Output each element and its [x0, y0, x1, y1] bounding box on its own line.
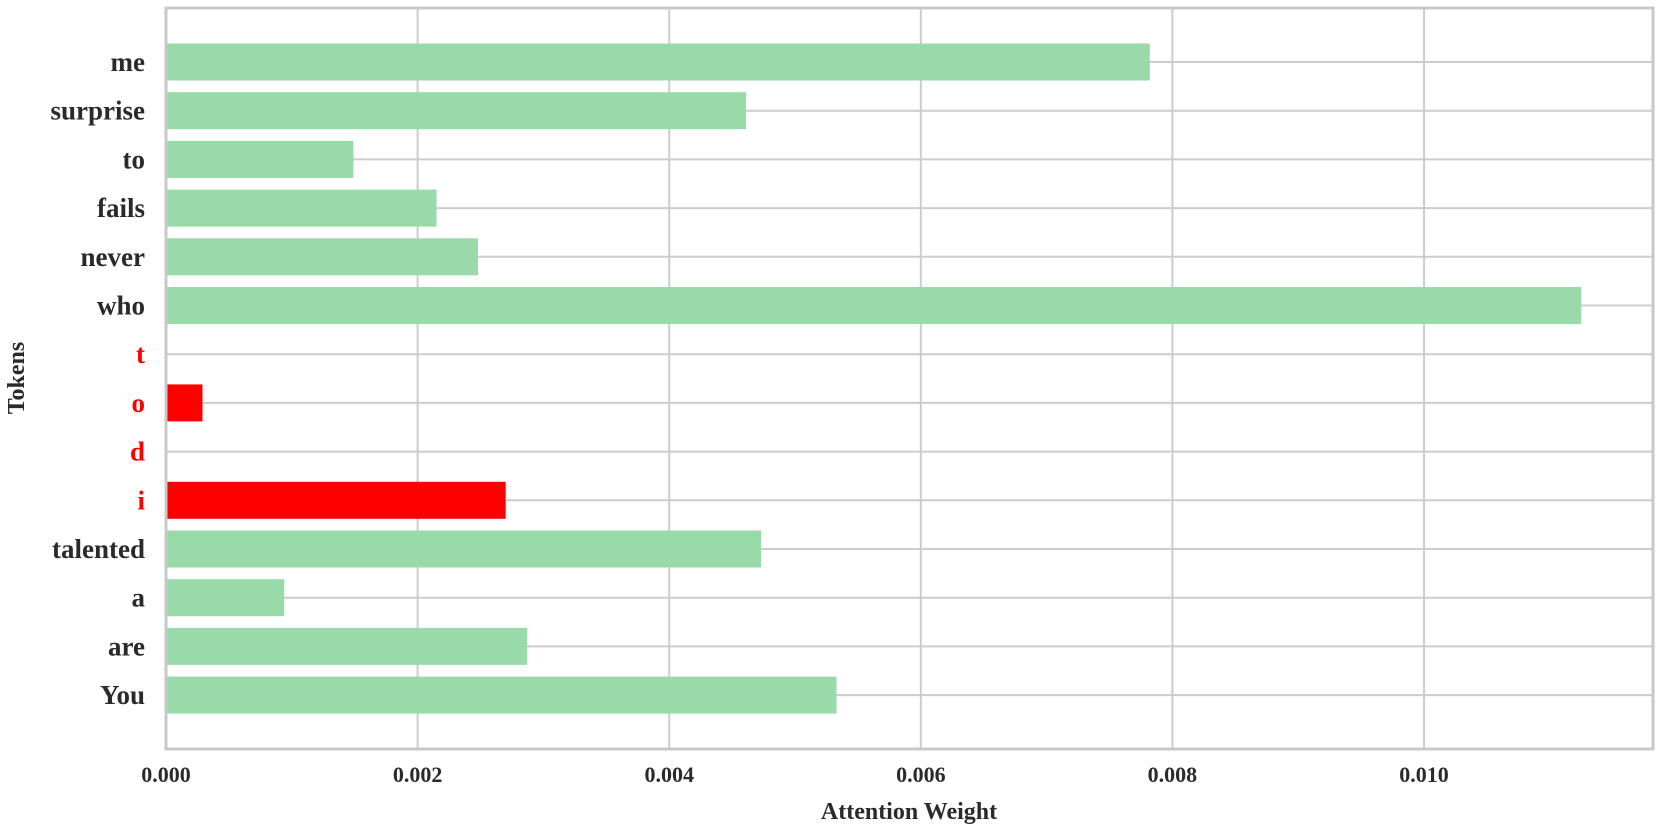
x-tick-label: 0.000 — [141, 762, 191, 787]
x-tick-label: 0.010 — [1399, 762, 1449, 787]
y-tick-label: fails — [97, 193, 145, 223]
y-tick-label: You — [100, 680, 145, 710]
bar-a — [166, 579, 285, 617]
x-tick-label: 0.008 — [1148, 762, 1198, 787]
y-tick-label: o — [132, 388, 146, 418]
bar-fails — [166, 189, 437, 227]
x-tick-label: 0.004 — [644, 762, 694, 787]
bar-are — [166, 627, 528, 665]
bar-i — [166, 481, 506, 519]
x-tick-label: 0.006 — [896, 762, 946, 787]
y-axis-label: Tokens — [4, 342, 30, 415]
y-tick-label: me — [111, 47, 145, 77]
y-tick-label: who — [97, 291, 145, 321]
y-tick-label: to — [123, 144, 146, 174]
x-tick-label: 0.002 — [393, 762, 443, 787]
y-tick-label: talented — [52, 534, 145, 564]
y-tick-labels: mesurprisetofailsneverwhotoditalentedaar… — [51, 47, 146, 710]
bar-talented — [166, 530, 762, 568]
x-axis-label: Attention Weight — [821, 799, 997, 825]
y-tick-label: a — [132, 583, 146, 613]
bar-surprise — [166, 92, 746, 130]
y-tick-label: i — [137, 485, 145, 515]
bar-o — [166, 384, 203, 422]
bar-never — [166, 238, 478, 276]
bar-who — [166, 287, 1582, 324]
y-tick-label: d — [130, 437, 145, 467]
bar-me — [166, 43, 1150, 81]
plot-frame — [164, 6, 1655, 751]
bar-You — [166, 676, 837, 714]
bar-to — [166, 140, 354, 178]
x-tick-labels: 0.000 0.002 0.004 0.006 0.008 0.010 — [141, 762, 1449, 787]
y-tick-label: t — [136, 339, 145, 369]
bars — [166, 43, 1582, 714]
y-tick-label: are — [108, 631, 145, 661]
y-tick-label: surprise — [51, 96, 146, 126]
y-tick-label: never — [81, 242, 145, 272]
